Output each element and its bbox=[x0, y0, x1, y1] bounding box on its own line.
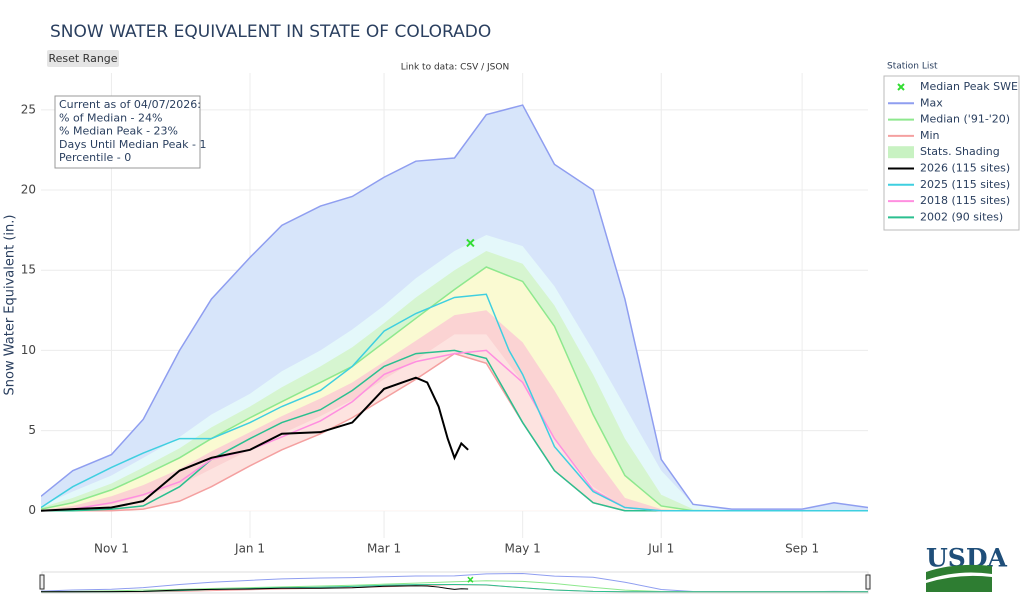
annotation-box bbox=[54, 95, 201, 169]
series-line bbox=[41, 104, 868, 510]
legend-label: Median ('91-'20) bbox=[920, 113, 1010, 126]
legend-label: Min bbox=[920, 129, 940, 142]
plot-area bbox=[41, 73, 868, 538]
slider-handle[interactable] bbox=[39, 574, 45, 590]
peak-marker-shape bbox=[466, 238, 475, 248]
x-tick-label: Jul 1 bbox=[647, 542, 674, 556]
peak-marker bbox=[467, 576, 474, 583]
y-tick-label: 20 bbox=[21, 183, 36, 197]
y-tick-label: 5 bbox=[28, 423, 36, 437]
y-tick-label: 0 bbox=[28, 503, 36, 517]
legend-label: 2026 (115 sites) bbox=[920, 162, 1010, 175]
reset-button-bg[interactable] bbox=[47, 50, 119, 67]
legend: Station List Median Peak SWE Max Median ('… bbox=[883, 62, 1020, 231]
logo-swoosh bbox=[926, 575, 992, 592]
legend-marker bbox=[897, 83, 905, 91]
annotation-line: Days Until Median Peak - 1 bbox=[59, 138, 206, 151]
peak-marker-shape bbox=[467, 576, 474, 583]
annotation: Current as of 04/07/2026:% of Median - 2… bbox=[54, 95, 206, 169]
y-axis-title: Snow Water Equivalent (in.) bbox=[3, 215, 18, 396]
x-tick-label: Mar 1 bbox=[367, 542, 401, 556]
reset-button[interactable]: Reset Range bbox=[47, 50, 119, 67]
data-link[interactable]: Link to data: CSV / JSON bbox=[401, 63, 509, 73]
legend-label: 2002 (90 sites) bbox=[920, 210, 1003, 223]
legend-label: Median Peak SWE bbox=[920, 80, 1018, 93]
legend-label: Max bbox=[920, 96, 943, 109]
chart-title: SNOW WATER EQUIVALENT IN STATE OF COLORA… bbox=[50, 22, 491, 42]
logo-swoosh bbox=[926, 564, 992, 580]
legend-label: 2018 (115 sites) bbox=[920, 194, 1010, 207]
y-tick-label: 10 bbox=[21, 343, 36, 357]
usda-logo: USDA bbox=[926, 544, 1008, 592]
series-line bbox=[40, 585, 469, 593]
annotation-line: Percentile - 0 bbox=[59, 151, 131, 164]
legend-label: Stats. Shading bbox=[920, 145, 1000, 158]
annotation-line: Current as of 04/07/2026: bbox=[59, 98, 201, 111]
legend-swatch bbox=[888, 146, 914, 159]
x-tick-label: Jan 1 bbox=[234, 542, 265, 556]
series-line bbox=[41, 584, 868, 593]
series-line bbox=[41, 293, 868, 512]
annotation-line: % of Median - 24% bbox=[59, 111, 162, 124]
legend-label: 2025 (115 sites) bbox=[920, 178, 1010, 191]
x-tick-label: Sep 1 bbox=[785, 542, 819, 556]
x-tick-label: Nov 1 bbox=[94, 542, 129, 556]
annotation-line: % Median Peak - 23% bbox=[59, 125, 178, 138]
y-tick-label: 25 bbox=[21, 102, 36, 116]
min-fill bbox=[41, 353, 868, 511]
series-line bbox=[41, 376, 469, 512]
peak-marker bbox=[466, 238, 475, 248]
slider-handle[interactable] bbox=[865, 574, 871, 590]
x-tick-label: May 1 bbox=[505, 542, 541, 556]
reset-button-label[interactable]: Reset Range bbox=[48, 52, 117, 65]
y-tick-label: 15 bbox=[21, 263, 36, 277]
range-slider[interactable] bbox=[39, 571, 871, 594]
legend-title: Station List bbox=[887, 62, 938, 72]
